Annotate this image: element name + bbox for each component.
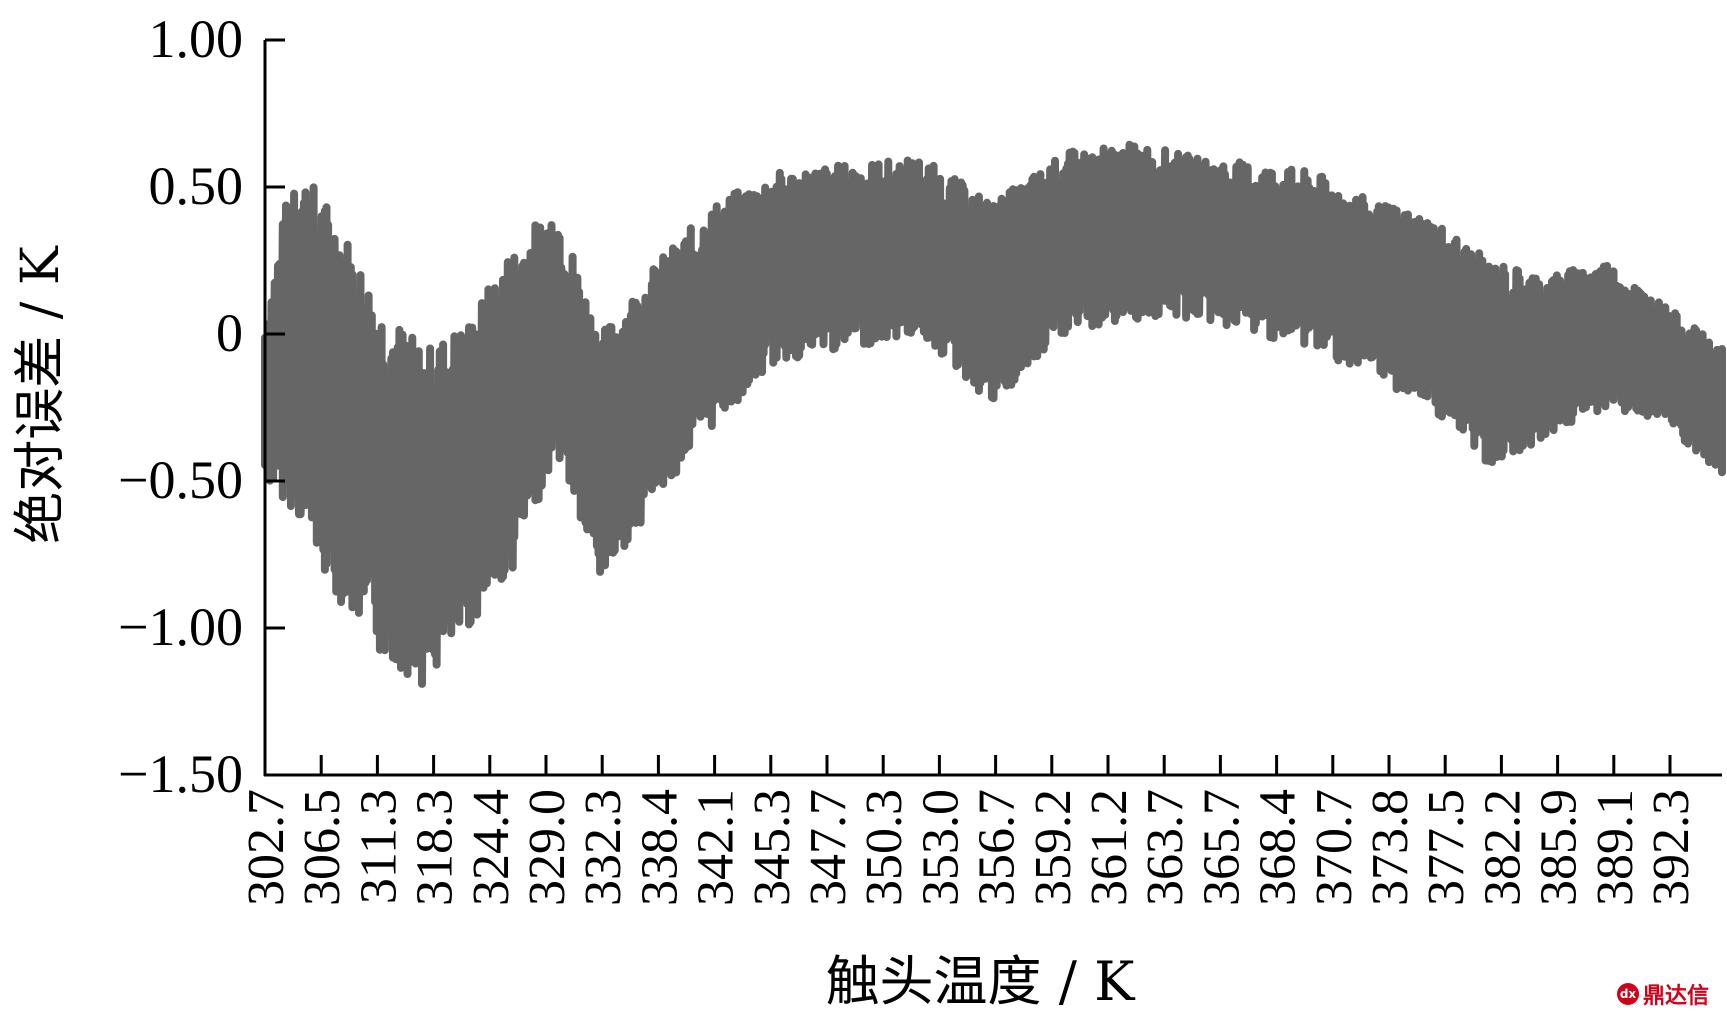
x-tick-label: 338.4 <box>631 789 688 906</box>
x-tick-label: 324.4 <box>463 789 520 906</box>
x-tick-label: 356.7 <box>969 789 1026 906</box>
x-tick-label: 311.3 <box>350 789 407 904</box>
x-tick-label: 329.0 <box>519 789 576 906</box>
x-tick-label: 347.7 <box>800 789 857 906</box>
y-tick-label: 1.00 <box>149 9 244 69</box>
x-tick-label: 342.1 <box>688 789 745 906</box>
x-tick-label: 318.3 <box>407 789 464 906</box>
y-axis-label: 绝对误差 / K <box>11 245 71 544</box>
x-axis-label: 触头温度 / K <box>826 950 1137 1013</box>
x-tick-label: 363.7 <box>1137 789 1194 906</box>
y-tick-label: −1.00 <box>118 597 243 657</box>
x-tick-label: 392.3 <box>1643 789 1700 906</box>
x-tick-label: 368.4 <box>1250 789 1307 906</box>
y-tick-label: 0.50 <box>149 156 244 216</box>
x-tick-label: 389.1 <box>1587 789 1644 906</box>
x-tick-label: 377.5 <box>1418 789 1475 906</box>
x-tick-label: 345.3 <box>744 789 801 906</box>
x-tick-label: 332.3 <box>575 789 632 906</box>
x-tick-label: 359.2 <box>1025 789 1082 906</box>
series-absolute-error <box>261 140 1726 688</box>
y-tick-label: −0.50 <box>118 450 243 510</box>
x-axis-ticks: 302.7 306.5 311.3 318.3 324.4 329.0 332.3 338.4… <box>238 755 1700 906</box>
series-line <box>261 140 1726 688</box>
x-tick-label: 370.7 <box>1306 789 1363 906</box>
x-tick-label: 385.9 <box>1531 789 1588 906</box>
x-tick-label: 382.2 <box>1474 789 1531 906</box>
watermark-logo: dx 鼎达信 <box>1616 978 1709 1010</box>
y-tick-label: 0 <box>216 303 243 363</box>
x-tick-label: 365.7 <box>1193 789 1250 906</box>
y-tick-label: −1.50 <box>118 744 243 804</box>
x-tick-label: 373.8 <box>1362 789 1419 906</box>
y-axis-ticks: 1.00 0.50 0 −0.50 −1.00 −1.50 <box>118 9 285 804</box>
watermark-text: 鼎达信 <box>1642 984 1709 1009</box>
x-tick-label: 353.0 <box>912 789 969 906</box>
x-tick-label: 302.7 <box>238 789 295 906</box>
axes <box>263 40 1722 777</box>
x-tick-label: 350.3 <box>856 789 913 906</box>
x-tick-label: 306.5 <box>294 789 351 906</box>
x-tick-label: 361.2 <box>1081 789 1138 906</box>
logo-icon: dx <box>1616 983 1639 1005</box>
